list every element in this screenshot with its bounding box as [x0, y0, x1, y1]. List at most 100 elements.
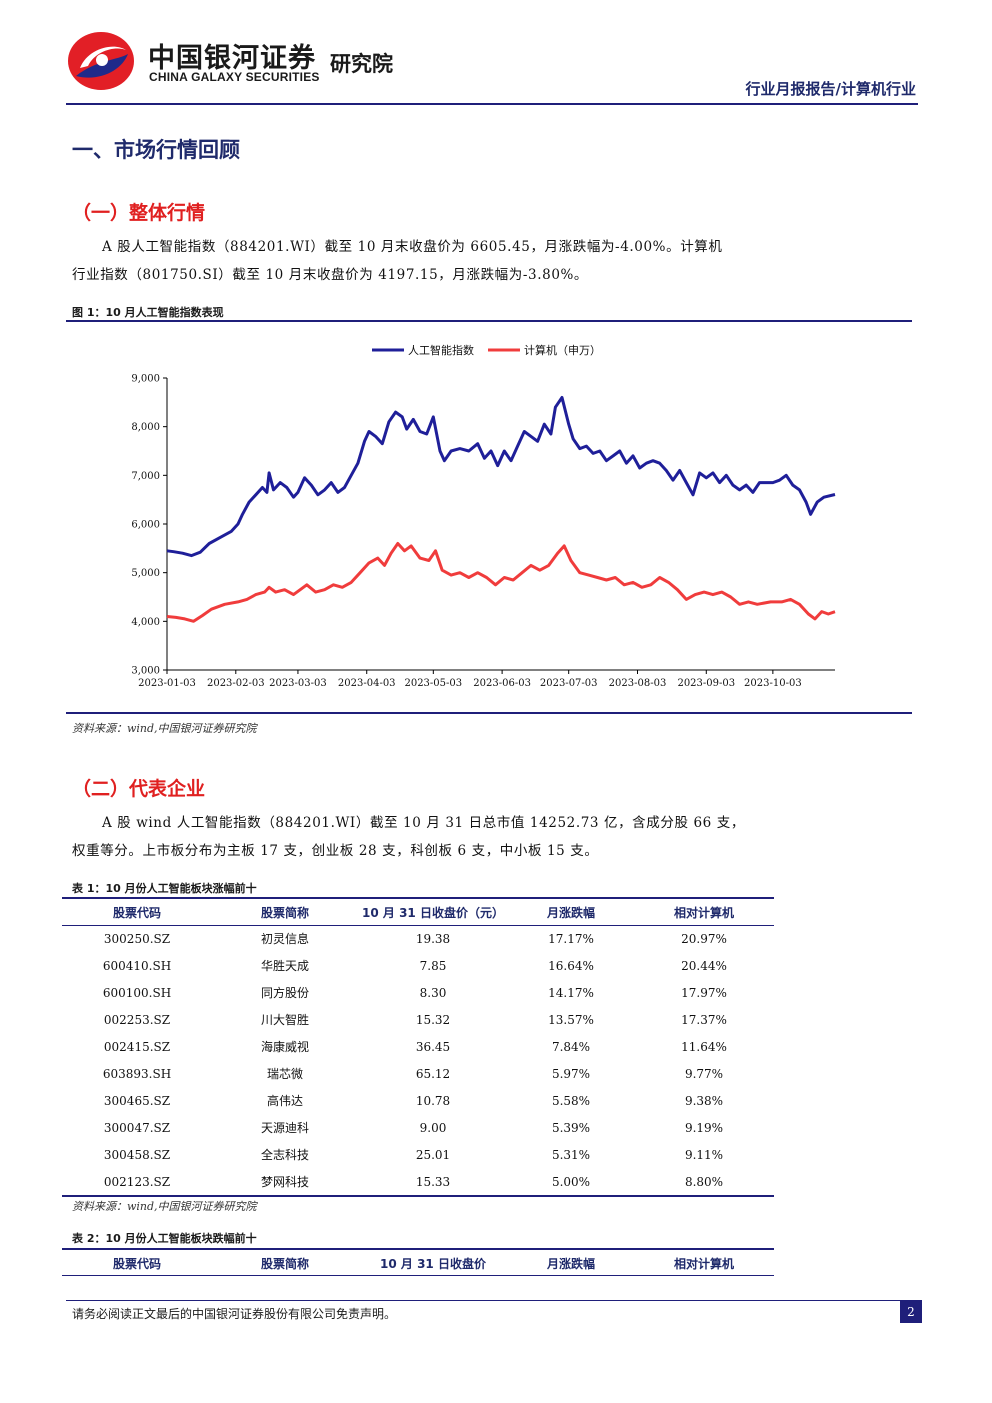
relative-change-cell: 9.77%	[684, 1066, 724, 1081]
table-1-header-rule	[62, 925, 774, 926]
table-row: 002415.SZ 海康威视 36.45 7.84% 11.64%	[62, 1033, 774, 1060]
figure-bottom-rule	[66, 712, 912, 714]
ai-index-line-chart: 3,000 4,000 5,000 6,000 7,000 8,000 9,000 2023-…	[131, 343, 836, 689]
monthly-change-cell: 5.58%	[551, 1093, 591, 1108]
close-price-cell: 36.45	[415, 1039, 451, 1054]
figure-top-rule	[66, 320, 912, 322]
subsection-title-overall: （一）整体行情	[72, 202, 206, 224]
y-tick-label: 6,000	[131, 520, 160, 531]
monthly-change-cell: 5.31%	[551, 1147, 591, 1162]
x-tick-label: 2023-09-03	[677, 678, 735, 689]
column-header-relative-computer: 相对计算机	[673, 1257, 734, 1271]
report-type-label: 行业月报报告/计算机行业	[745, 80, 916, 98]
column-header-stock-name: 股票简称	[260, 1257, 309, 1271]
table-row: 002123.SZ 梦网科技 15.33 5.00% 8.80%	[62, 1168, 774, 1195]
stock-code-cell: 300465.SZ	[103, 1093, 171, 1108]
y-tick-label: 9,000	[131, 374, 160, 385]
x-tick-label: 2023-07-03	[540, 678, 598, 689]
relative-change-cell: 11.64%	[681, 1039, 727, 1054]
x-tick-label: 2023-06-03	[473, 678, 531, 689]
table-row: 603893.SH 瑞芯微 65.12 5.97% 9.77%	[62, 1060, 774, 1087]
y-tick-label: 4,000	[131, 617, 160, 628]
figure-1-source: 资料来源：wind,中国银河证券研究院	[72, 722, 257, 735]
monthly-change-cell: 5.00%	[551, 1174, 591, 1189]
y-tick-label: 8,000	[131, 422, 160, 433]
y-tick-label: 7,000	[131, 471, 160, 482]
research-institute-label: 研究院	[330, 52, 393, 76]
table-row: 300250.SZ 初灵信息 19.38 17.17% 20.97%	[62, 925, 774, 952]
stock-name-cell: 海康威视	[260, 1040, 309, 1054]
table-1-caption: 表 1：10 月份人工智能板块涨幅前十	[72, 882, 257, 895]
stock-name-cell: 瑞芯微	[266, 1067, 303, 1081]
close-price-cell: 25.01	[415, 1147, 451, 1162]
table-1-top-rule	[62, 897, 774, 899]
stock-code-cell: 600410.SH	[102, 958, 172, 973]
logo-chinese-name: 中国银河证券	[148, 43, 316, 74]
stock-name-cell: 梦网科技	[260, 1175, 309, 1189]
stock-name-cell: 同方股份	[260, 986, 309, 1000]
column-header-stock-code: 股票代码	[112, 1257, 161, 1271]
stock-code-cell: 603893.SH	[102, 1066, 172, 1081]
monthly-change-cell: 5.97%	[551, 1066, 591, 1081]
table-row: 600410.SH 华胜天成 7.85 16.64% 20.44%	[62, 952, 774, 979]
table-row: 300047.SZ 天源迪科 9.00 5.39% 9.19%	[62, 1114, 774, 1141]
relative-change-cell: 20.97%	[681, 931, 727, 946]
relative-change-cell: 9.38%	[684, 1093, 724, 1108]
monthly-change-cell: 17.17%	[548, 931, 594, 946]
monthly-change-cell: 16.64%	[548, 958, 594, 973]
x-tick-label: 2023-10-03	[744, 678, 802, 689]
stock-name-cell: 全志科技	[260, 1148, 309, 1162]
relative-change-cell: 8.80%	[684, 1174, 724, 1189]
y-tick-label: 5,000	[131, 568, 160, 579]
close-price-cell: 65.12	[415, 1066, 451, 1081]
figure-1-caption: 图 1：10 月人工智能指数表现	[72, 306, 224, 319]
companies-paragraph-line-2: 权重等分。上市板分布为主板 17 支，创业板 28 支，科创板 6 支，中小板 …	[72, 843, 599, 859]
close-price-cell: 8.30	[419, 985, 447, 1000]
x-tick-label: 2023-02-03	[207, 678, 265, 689]
series-line-ai-index	[166, 396, 836, 558]
overall-paragraph-line-2: 行业指数（801750.SI）截至 10 月末收盘价为 4197.15，月涨跌幅…	[72, 267, 589, 283]
stock-code-cell: 002415.SZ	[103, 1039, 171, 1054]
stock-name-cell: 初灵信息	[260, 932, 309, 946]
table-row: 600100.SH 同方股份 8.30 14.17% 17.97%	[62, 979, 774, 1006]
stock-code-cell: 002253.SZ	[103, 1012, 171, 1027]
top-gainers-table: 股票代码 股票简称 10 月 31 日收盘价（元） 月涨跌幅 相对计算机 300…	[62, 900, 774, 1195]
table-2-caption: 表 2：10 月份人工智能板块跌幅前十	[72, 1232, 257, 1245]
legend-label: 人工智能指数	[408, 343, 474, 357]
top-gainers-table-body: 300250.SZ 初灵信息 19.38 17.17% 20.97% 600410.SH 华…	[62, 925, 774, 1195]
table-header-row: 股票代码 股票简称 10 月 31 日收盘价 月涨跌幅 相对计算机	[62, 1251, 774, 1276]
legend-label: 计算机（申万）	[524, 343, 601, 357]
galaxy-logo-icon	[68, 32, 134, 90]
footer-divider	[66, 1300, 922, 1301]
table-2-top-rule	[62, 1248, 774, 1250]
footer-disclaimer: 请务必阅读正文最后的中国银河证券股份有限公司免责声明。	[72, 1307, 397, 1321]
company-logo	[66, 30, 136, 92]
x-tick-label: 2023-04-03	[338, 678, 396, 689]
series-line-computer-index	[166, 542, 836, 623]
stock-code-cell: 300458.SZ	[103, 1147, 171, 1162]
table-2-header-rule	[62, 1275, 774, 1276]
stock-code-cell: 300250.SZ	[103, 931, 171, 946]
monthly-change-cell: 13.57%	[548, 1012, 594, 1027]
close-price-cell: 9.00	[419, 1120, 447, 1135]
table-1-bottom-rule	[62, 1195, 774, 1197]
y-tick-label: 3,000	[131, 666, 160, 677]
column-header-close-price: 10 月 31 日收盘价（元）	[362, 906, 504, 920]
close-price-cell: 15.33	[415, 1174, 451, 1189]
stock-code-cell: 600100.SH	[102, 985, 172, 1000]
stock-name-cell: 华胜天成	[260, 959, 309, 973]
relative-change-cell: 20.44%	[681, 958, 727, 973]
stock-name-cell: 高伟达	[266, 1094, 303, 1108]
stock-name-cell: 川大智胜	[260, 1013, 309, 1027]
table-1-source: 资料来源：wind,中国银河证券研究院	[72, 1200, 257, 1213]
relative-change-cell: 9.19%	[684, 1120, 724, 1135]
column-header-relative-computer: 相对计算机	[673, 906, 734, 920]
relative-change-cell: 17.37%	[681, 1012, 727, 1027]
stock-code-cell: 002123.SZ	[103, 1174, 171, 1189]
header-divider	[66, 103, 918, 105]
monthly-change-cell: 7.84%	[551, 1039, 591, 1054]
column-header-close-price: 10 月 31 日收盘价	[380, 1257, 486, 1271]
logo-english-name: CHINA GALAXY SECURITIES	[149, 70, 320, 84]
x-tick-label: 2023-01-03	[138, 678, 196, 689]
stock-code-cell: 300047.SZ	[103, 1120, 171, 1135]
